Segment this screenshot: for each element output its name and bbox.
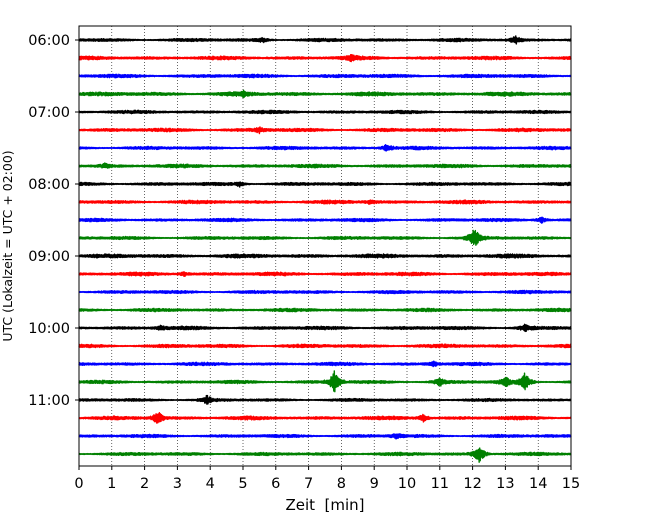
trace-line	[78, 412, 572, 424]
x-tick-label: 14	[529, 476, 547, 492]
trace-line	[78, 109, 572, 115]
trace-line	[78, 343, 572, 349]
y-tick-label: 10:00	[28, 321, 70, 337]
x-tick-label: 2	[140, 476, 149, 492]
trace-line	[78, 307, 572, 313]
x-tick-label: 13	[496, 476, 514, 492]
x-tick-label: 4	[206, 476, 215, 492]
y-axis-label: UTC (Lokalzeit = UTC + 02:00)	[0, 150, 15, 341]
x-tick-label: 1	[107, 476, 116, 492]
trace-line	[78, 89, 572, 99]
trace-line	[78, 73, 572, 79]
trace-line	[78, 360, 572, 368]
trace-line	[78, 35, 572, 45]
y-tick-label: 08:00	[28, 177, 70, 193]
trace-line	[78, 394, 572, 405]
y-tick-label: 09:00	[28, 249, 70, 265]
trace-line	[78, 323, 572, 333]
trace-series	[78, 35, 572, 463]
x-tick-label: 5	[238, 476, 247, 492]
x-tick-label: 3	[173, 476, 182, 492]
x-tick-label: 10	[398, 476, 416, 492]
grid-lines	[111, 26, 539, 466]
x-tick-label: 7	[304, 476, 313, 492]
plot-frame	[78, 25, 572, 467]
trace-line	[78, 229, 572, 246]
trace-line	[78, 370, 572, 393]
trace-line	[78, 271, 572, 277]
trace-line	[78, 253, 572, 259]
trace-line	[78, 144, 572, 152]
y-tick-label: 11:00	[28, 393, 70, 409]
y-tick-label: 07:00	[28, 105, 70, 121]
trace-line	[78, 447, 572, 463]
x-tick-label: 12	[463, 476, 481, 492]
x-tick-label: 6	[271, 476, 280, 492]
trace-line	[78, 181, 572, 188]
trace-line	[78, 126, 572, 135]
trace-line	[78, 162, 572, 169]
x-axis-ticks: 0 1 2 3 4 5 6 7 8 9 10 11 12 13 14 15	[74, 466, 580, 492]
trace-line	[78, 199, 572, 205]
x-tick-label: 9	[370, 476, 379, 492]
x-tick-label: 15	[562, 476, 580, 492]
x-tick-label: 8	[337, 476, 346, 492]
trace-line	[78, 289, 572, 295]
x-tick-label: 11	[431, 476, 449, 492]
y-tick-label: 06:00	[28, 33, 70, 49]
trace-line	[78, 216, 572, 224]
trace-line	[78, 433, 572, 440]
y-axis-ticks: 06:00 07:00 08:00 09:00 10:00 11:00	[28, 33, 79, 409]
x-axis-label: Zeit [min]	[285, 496, 364, 514]
trace-line	[78, 53, 572, 63]
x-tick-label: 0	[74, 476, 83, 492]
